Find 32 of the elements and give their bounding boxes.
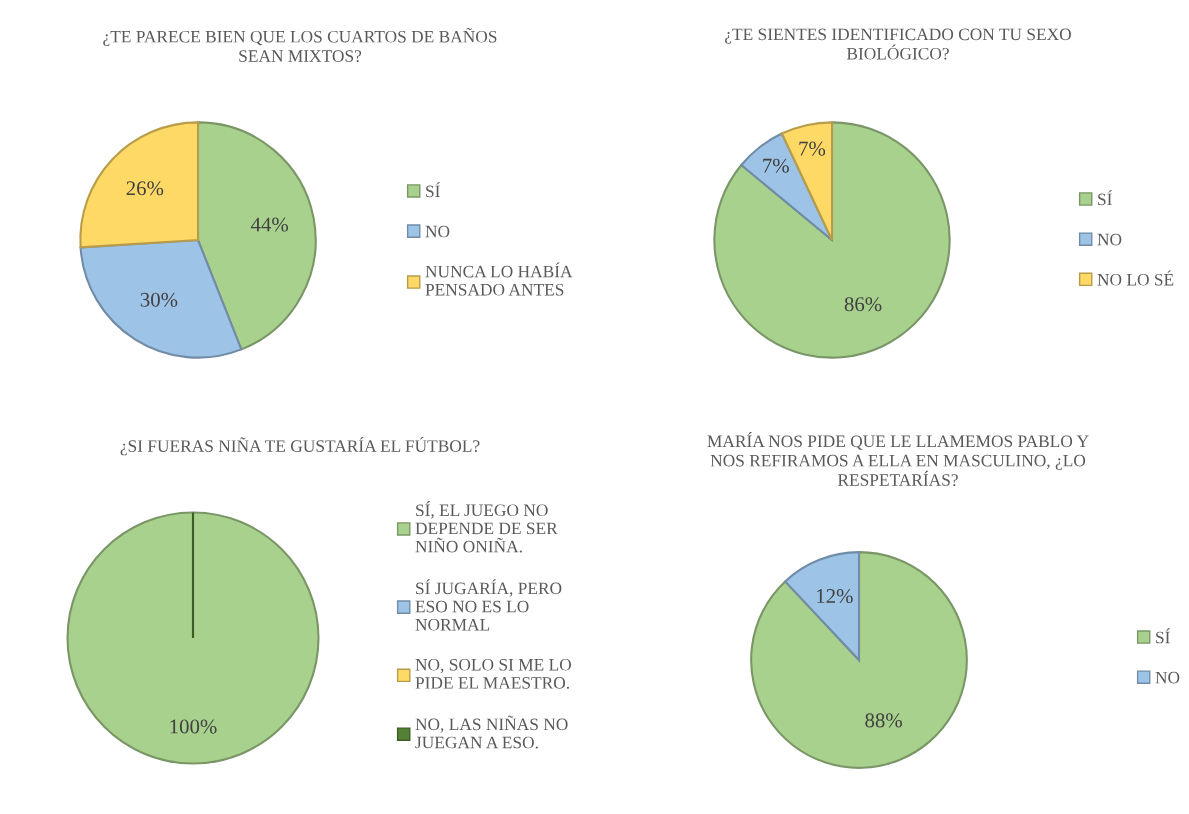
legend-label: SÍ, EL JUEGO NO DEPENDE DE SER NIÑO ONIÑA. <box>415 501 558 553</box>
pie-slice <box>713 121 951 359</box>
data-label: 88% <box>865 713 902 728</box>
legend-label: NO, SOLO SI ME LO PIDE EL MAESTRO. <box>415 658 572 689</box>
legend-label: SÍ JUGARÍA, PERO ESO NO ES LO NORMAL <box>415 579 562 631</box>
chart-title: ¿SI FUERAS NIÑA TE GUSTARÍA EL FÚTBOL? <box>120 436 480 456</box>
pie-slice <box>79 121 200 249</box>
legend-label: NO, LAS NIÑAS NO JUEGAN A ESO. <box>415 715 568 749</box>
chart-title: ¿TE SIENTES IDENTIFICADO CON TU SEXO BIOLÓGICO? <box>725 28 1071 60</box>
legend-label: NUNCA LO HABÍA PENSADO ANTES <box>425 262 573 296</box>
pie-slice <box>196 121 317 351</box>
legend-label: NO LO SÉ <box>1097 270 1174 286</box>
legend-label: SÍ <box>1098 190 1112 206</box>
data-label: 7% <box>799 141 826 156</box>
legend-label: NO <box>1155 671 1180 684</box>
data-label: 30% <box>140 292 178 307</box>
data-label: 100% <box>170 719 217 734</box>
pie-slice <box>740 132 834 242</box>
data-label: 26% <box>126 181 164 196</box>
pie-slice <box>750 551 968 769</box>
legend-label: SÍ <box>426 182 440 198</box>
chart-title: MARÍA NOS PIDE QUE LE LLAMEMOS PABLO Y NOS REFIRAMOS A ELLA EN MASCULINO, ¿LO RESPETARÍAS? <box>707 432 1089 486</box>
data-label: 12% <box>817 588 853 604</box>
pie-slice <box>784 551 861 662</box>
data-label: 7% <box>763 158 789 173</box>
data-label: 86% <box>844 297 882 312</box>
legend-label: NO <box>1097 233 1122 246</box>
data-label: 44% <box>250 217 289 232</box>
legend-label: NO <box>425 225 450 238</box>
legend-label: SÍ <box>1156 628 1170 644</box>
chart-title: ¿TE PARECE BIEN QUE LOS CUARTOS DE BAÑOS SEAN MIXTOS? <box>103 27 497 62</box>
pie-slice <box>79 238 243 359</box>
